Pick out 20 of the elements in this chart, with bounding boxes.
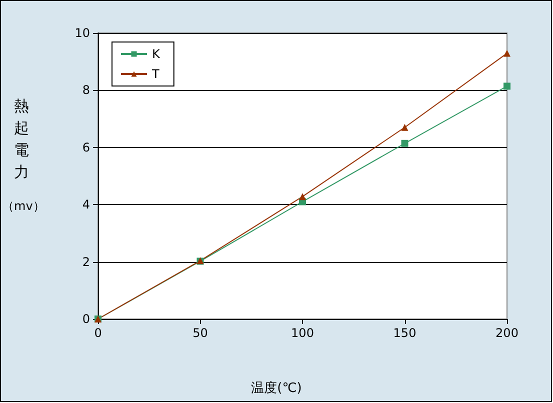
- point: [401, 124, 408, 131]
- x-tick-label: 200: [496, 326, 518, 340]
- text: 熱起電力（mv）: [2, 97, 45, 213]
- y-tick-label: 8: [82, 83, 90, 98]
- point: [504, 50, 510, 57]
- point: [401, 140, 408, 147]
- y-tick-label: 2: [82, 254, 90, 269]
- x-tick-label: 50: [192, 326, 208, 340]
- y-tick-label: 6: [82, 140, 90, 154]
- legend-label: T: [151, 67, 160, 81]
- y-tick-label: 0: [82, 312, 90, 326]
- x-axis-title: 温度(℃): [251, 380, 302, 396]
- x-tick-label: 150: [393, 326, 416, 340]
- x-tick-label: 0: [94, 326, 102, 340]
- legend-label: K: [152, 47, 161, 61]
- y-tick-label: 4: [82, 198, 90, 212]
- point: [299, 193, 306, 200]
- y-tick-label: 10: [74, 26, 90, 40]
- point: [504, 82, 510, 90]
- x-tick-label: 100: [291, 326, 314, 340]
